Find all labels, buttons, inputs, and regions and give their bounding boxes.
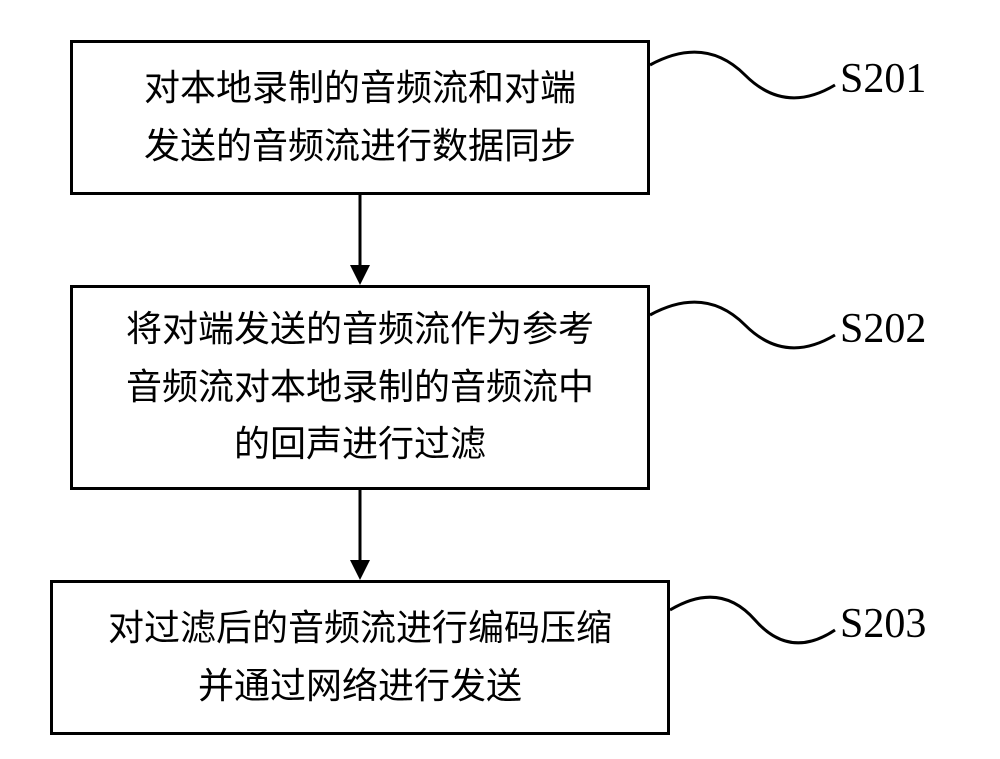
flow-box-s202: 将对端发送的音频流作为参考 音频流对本地录制的音频流中 的回声进行过滤 (70, 285, 650, 490)
connector-s203 (670, 585, 840, 665)
step-label-s202: S202 (840, 305, 926, 353)
step-label-s203: S203 (840, 600, 926, 648)
connector-s202 (650, 290, 840, 370)
connector-s201 (650, 40, 840, 120)
step-label-s201: S201 (840, 55, 926, 103)
box-text-s202: 将对端发送的音频流作为参考 音频流对本地录制的音频流中 的回声进行过滤 (126, 301, 594, 474)
flow-box-s201: 对本地录制的音频流和对端 发送的音频流进行数据同步 (70, 40, 650, 195)
arrow-s202-s203 (345, 490, 375, 580)
box-text-s203: 对过滤后的音频流进行编码压缩 并通过网络进行发送 (108, 600, 612, 715)
flow-box-s203: 对过滤后的音频流进行编码压缩 并通过网络进行发送 (50, 580, 670, 735)
box-text-s201: 对本地录制的音频流和对端 发送的音频流进行数据同步 (144, 60, 576, 175)
arrow-s201-s202 (345, 195, 375, 285)
